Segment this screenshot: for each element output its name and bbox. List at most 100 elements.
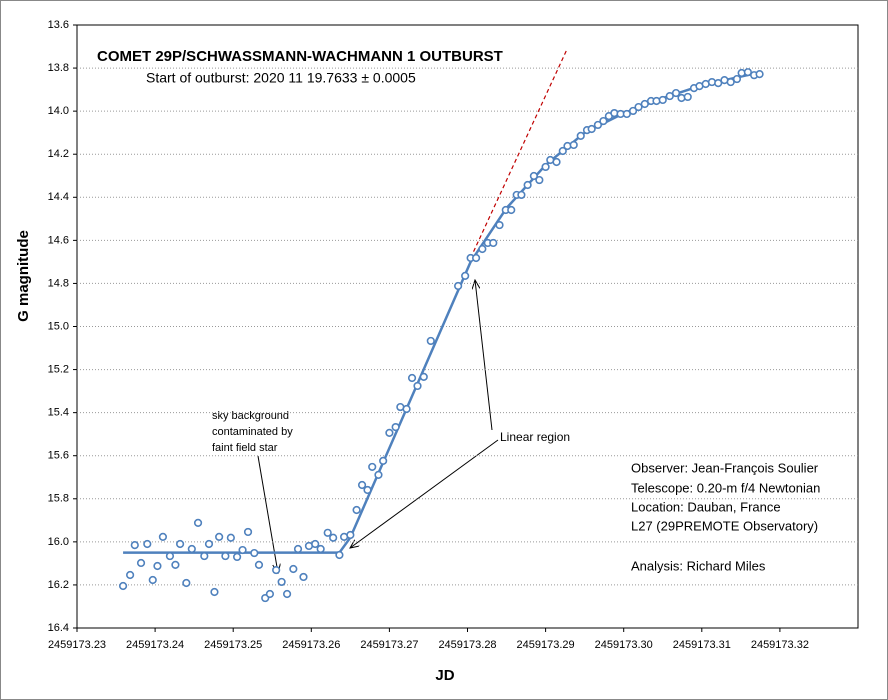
extrapolation-line — [470, 49, 568, 259]
point — [204, 539, 214, 549]
x-axis-label: JD — [435, 667, 454, 684]
x-tick-label: 2459173.32 — [751, 639, 809, 651]
point — [193, 518, 203, 528]
point — [552, 157, 561, 167]
y-tick-label: 16.4 — [48, 622, 69, 634]
x-tick-label: 2459173.29 — [517, 639, 575, 651]
point — [187, 544, 196, 554]
y-tick-label: 15.4 — [48, 407, 69, 419]
y-tick-label: 14.6 — [48, 234, 69, 246]
point — [732, 74, 742, 84]
point — [352, 505, 361, 515]
point — [587, 124, 596, 134]
point — [171, 560, 180, 570]
y-axis-label: G magnitude — [15, 230, 32, 322]
point — [254, 560, 264, 570]
y-tick-label: 15.6 — [48, 450, 69, 462]
point — [153, 561, 162, 571]
info-line: Observer: Jean-François Soulier — [631, 460, 819, 475]
point — [221, 551, 230, 561]
y-tick-label: 16.2 — [48, 579, 69, 591]
y-tick-label: 14.0 — [48, 105, 69, 117]
x-tick-label: 2459173.31 — [673, 639, 731, 651]
y-tick-label: 13.6 — [48, 19, 69, 31]
y-tick-label: 15.2 — [48, 363, 69, 375]
point — [523, 180, 532, 190]
point — [454, 281, 463, 291]
x-tick-label: 2459173.24 — [126, 639, 184, 651]
y-tick-label: 14.8 — [48, 277, 69, 289]
point — [182, 578, 191, 588]
point — [489, 238, 498, 248]
point — [517, 190, 526, 200]
point — [714, 79, 723, 88]
point — [299, 572, 308, 582]
point — [118, 581, 128, 591]
point — [671, 88, 681, 98]
y-tick-label: 14.4 — [48, 191, 69, 203]
point — [265, 589, 275, 599]
point — [541, 162, 550, 172]
point — [755, 70, 764, 79]
arrow — [475, 280, 493, 431]
x-tick-label: 2459173.27 — [360, 639, 418, 651]
point — [374, 470, 383, 479]
point — [628, 106, 638, 116]
point — [368, 462, 377, 472]
point — [471, 253, 481, 263]
point — [426, 336, 435, 346]
point — [402, 404, 411, 414]
point — [726, 77, 735, 87]
point — [599, 116, 608, 126]
point — [413, 381, 422, 391]
info-line: Location: Dauban, France — [631, 499, 781, 514]
point — [210, 587, 219, 597]
point — [478, 244, 487, 254]
point — [634, 102, 643, 112]
point — [136, 558, 146, 568]
point — [529, 171, 538, 181]
point — [535, 175, 544, 185]
point — [165, 551, 175, 561]
point — [293, 544, 303, 554]
point — [289, 564, 298, 574]
point — [243, 527, 253, 537]
info-line: Telescope: 0.20-m f/4 Newtonian — [631, 480, 820, 495]
point — [226, 533, 235, 542]
info-line: L27 (29PREMOTE Observatory) — [631, 518, 818, 533]
point — [200, 551, 209, 561]
y-tick-label: 14.2 — [48, 148, 69, 160]
point — [683, 92, 692, 102]
point — [495, 220, 504, 230]
point — [640, 99, 649, 109]
x-tick-label: 2459173.30 — [595, 639, 653, 651]
point — [335, 550, 344, 560]
point — [391, 422, 400, 432]
y-tick-label: 15.8 — [48, 493, 69, 505]
x-tick-label: 2459173.25 — [204, 639, 262, 651]
point — [175, 539, 185, 549]
point — [323, 528, 332, 537]
point — [363, 485, 372, 495]
annotation: sky background — [212, 410, 289, 422]
point — [148, 575, 157, 585]
point — [143, 539, 152, 549]
point — [558, 146, 567, 156]
point — [507, 205, 516, 215]
y-tick-label: 15.0 — [48, 320, 69, 332]
point — [130, 540, 139, 550]
x-tick-label: 2459173.26 — [282, 639, 340, 651]
point — [215, 532, 224, 542]
point — [461, 271, 470, 280]
x-tick-label: 2459173.28 — [438, 639, 496, 651]
point — [346, 530, 355, 540]
point — [593, 120, 603, 130]
point — [385, 428, 394, 437]
point — [329, 533, 338, 542]
point — [622, 109, 631, 119]
point — [357, 480, 367, 490]
point — [743, 68, 752, 77]
point — [158, 532, 168, 542]
